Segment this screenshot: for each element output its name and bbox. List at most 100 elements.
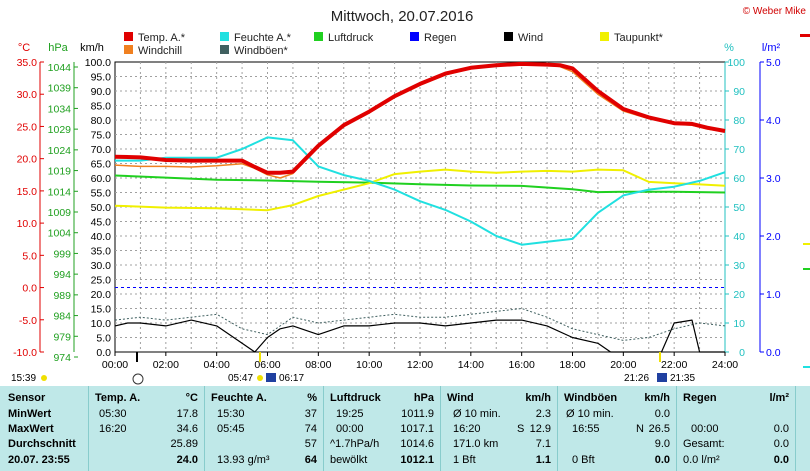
temp-tick-label: -10.0 [13, 347, 37, 359]
stats-current-label: 20.07. 23:55 [8, 454, 70, 466]
sun-markers: 15:39 05:47 06:17 21:26 21:35 [11, 352, 695, 385]
stats-gusts-unit: km/h [644, 392, 670, 404]
hpa-tick-label: 1019 [48, 166, 72, 178]
stats-gusts-max: 26.5 [648, 423, 670, 435]
kmh-tick-label: 20.0 [91, 289, 112, 301]
kmh-tick-label: 95.0 [91, 72, 112, 84]
sunrise-icon [257, 375, 263, 381]
kmh-tick-label: 55.0 [91, 188, 112, 200]
stats-temp-max: 34.6 [176, 423, 198, 435]
kmh-tick-label: 40.0 [91, 231, 112, 243]
stats-humidity-max: 74 [304, 423, 317, 435]
stats-wind-header: Wind [447, 392, 474, 404]
chart-title: Mittwoch, 20.07.2016 [331, 8, 474, 25]
kmh-tick-label: 10.0 [91, 318, 112, 330]
legend-swatch-temp [124, 32, 133, 41]
stats-gusts-bft: 0 Bft [572, 454, 595, 466]
stats-humidity-current: 64 [304, 454, 317, 466]
pct-tick-label: 20 [733, 289, 745, 301]
stats-gusts-avg10: 0.0 [654, 408, 670, 420]
stats-rain-unit: l/m² [769, 392, 789, 404]
stats-pressure-current: 1012.1 [400, 454, 434, 466]
stats-col-sensor: Sensor MinWert MaxWert Durchschnitt 20.0… [0, 386, 88, 471]
stats-pressure-max-time: 00:00 [336, 423, 364, 435]
rain-tick-label: 2.0 [766, 231, 781, 243]
legend-swatch-windchill [124, 45, 133, 54]
edge-fragment-cyan [803, 366, 810, 368]
stats-pressure-max: 1017.1 [400, 423, 434, 435]
stats-gusts-max-time: 16:55 [572, 423, 600, 435]
legend-windchill: Windchill [138, 45, 182, 57]
stats-col-wind: Wind km/h Ø 10 min. 2.3 16:20 S 12.9 171.0 k… [441, 386, 557, 471]
time-tick-label: 00:00 [102, 359, 128, 371]
legend: Temp. A.* Feuchte A.* Luftdruck Regen Wi… [124, 32, 664, 57]
pct-tick-label: 80 [733, 115, 745, 127]
kmh-tick-label: 70.0 [91, 144, 112, 156]
unit-kmh: km/h [80, 42, 104, 54]
stats-wind-avg10: 2.3 [535, 408, 551, 420]
stats-rain-header: Regen [683, 392, 717, 404]
stats-humidity-max-time: 05:45 [217, 423, 245, 435]
series-layer [114, 61, 726, 353]
stats-wind-avg-label: Ø 10 min. [453, 408, 501, 420]
stats-rain-max: 0.0 [773, 423, 789, 435]
rain-tick-label: 1.0 [766, 289, 781, 301]
time-tick-label: 20:00 [610, 359, 636, 371]
sunset2-time: 21:35 [670, 373, 695, 384]
time-axis: 00:00 02:00 04:00 06:00 08:00 10:00 12:00 14:00… [102, 352, 738, 371]
stats-pressure-trend: ^1.7hPa/h [330, 438, 380, 450]
stats-humidity-min: 37 [304, 408, 317, 420]
kmh-tick-label: 45.0 [91, 217, 112, 229]
series-feuchte-a [115, 136, 726, 246]
kmh-tick-label: 15.0 [91, 304, 112, 316]
rain-tick-label: 4.0 [766, 115, 781, 127]
series-temp-a [114, 61, 726, 175]
kmh-tick-label: 65.0 [91, 159, 112, 171]
sun-left-time: 15:39 [11, 373, 36, 384]
stats-wind-current: 1.1 [535, 454, 551, 466]
stats-abs-humidity: 13.93 g/m³ [217, 454, 270, 466]
stats-humidity-min-time: 15:30 [217, 408, 245, 420]
stats-wind-unit: km/h [525, 392, 551, 404]
pct-tick-label: 50 [733, 202, 745, 214]
time-tick-label: 02:00 [153, 359, 179, 371]
rain-tick-label: 5.0 [766, 57, 781, 69]
edge-fragment-green [803, 268, 810, 270]
stats-sensor-header: Sensor [8, 392, 46, 404]
kmh-tick-label: 85.0 [91, 101, 112, 113]
time-tick-label: 16:00 [509, 359, 535, 371]
temp-tick-label: 35.0 [17, 57, 38, 69]
time-tick-label: 12:00 [407, 359, 433, 371]
weather-chart: Mittwoch, 20.07.2016 © Weber Mike °C hPa… [11, 6, 810, 385]
stats-col-pressure: Luftdruck hPa 19:25 1011.9 00:00 1017.1 ^1.… [324, 386, 440, 471]
stats-temp-header: Temp. A. [95, 392, 141, 404]
legend-swatch-gusts [220, 45, 229, 54]
copyright-text: © Weber Mike [743, 6, 807, 17]
stats-gusts-avg: 9.0 [654, 438, 670, 450]
legend-swatch-wind [504, 32, 513, 41]
temp-tick-label: 25.0 [17, 121, 38, 133]
kmh-tick-label: 5.0 [96, 333, 111, 345]
unit-percent: % [724, 42, 734, 54]
stats-pressure-min-time: 19:25 [336, 408, 364, 420]
sunrise2-icon [266, 373, 276, 382]
edge-fragment-red [800, 34, 810, 37]
temp-tick-label: 20.0 [17, 154, 38, 166]
unit-celsius: °C [18, 42, 30, 54]
rain-tick-label: 0.0 [766, 347, 781, 359]
stats-humidity-header: Feuchte A. [211, 392, 267, 404]
stats-rain-amount: 0.0 l/m² [683, 454, 720, 466]
grid [115, 62, 725, 352]
series-taupunkt [114, 168, 726, 212]
temp-tick-label: -5.0 [19, 315, 37, 327]
stats-temp-avg: 25.89 [170, 438, 198, 450]
left-axes: 35.0 30.0 25.0 20.0 15.0 10.0 5.0 0.0 -5.0 -10.0 1… [13, 57, 111, 364]
stats-col-gusts: Windböen km/h Ø 10 min. 0.0 16:55 N 26.5 9.0… [558, 386, 676, 471]
stats-gusts-current: 0.0 [654, 454, 670, 466]
temp-tick-label: 30.0 [17, 89, 38, 101]
stats-temp-unit: °C [185, 392, 198, 404]
legend-rain: Regen [424, 32, 456, 44]
hpa-tick-label: 1014 [48, 186, 72, 198]
stats-gusts-avg-label: Ø 10 min. [566, 408, 614, 420]
